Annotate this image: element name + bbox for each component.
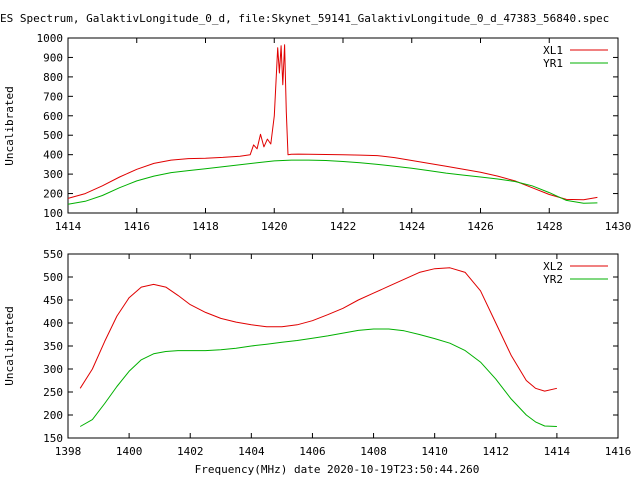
chart-panel-1: 1414 1416 1418 1420 1422 1424 1426 1428 1430 100 2… (3, 32, 631, 233)
legend-label-xl1: XL1 (543, 44, 563, 57)
series-line-yr1 (67, 159, 598, 205)
x-tick-label: 1426 (467, 220, 494, 233)
x-tick-label: 1408 (360, 445, 387, 458)
x-axis-label: Frequency(MHz) date 2020-10-19T23:50:44.… (195, 463, 480, 476)
y-tick-label: 600 (43, 110, 63, 123)
chart-panels: 1414 1416 1418 1420 1422 1424 1426 1428 1430 100 2… (3, 32, 631, 458)
series-line-yr2 (79, 328, 557, 427)
legend-label-yr1: YR1 (543, 57, 563, 70)
x-tick-label: 1404 (238, 445, 265, 458)
y-tick-label: 500 (43, 129, 63, 142)
y-tick-label: 350 (43, 340, 63, 353)
chart-panel-2: 1398 1400 1402 1404 1406 1408 1410 1412 1414 1416… (3, 248, 631, 458)
y-tick-label: 500 (43, 271, 63, 284)
x-tick-label: 1400 (116, 445, 143, 458)
x-tick-label: 1410 (421, 445, 448, 458)
y-axis-label: Uncalibrated (3, 306, 16, 385)
y-tick-label: 200 (43, 409, 63, 422)
y-tick-label: 400 (43, 317, 63, 330)
x-tick-label: 1398 (55, 445, 82, 458)
series-line-xl1 (67, 44, 598, 201)
y-tick-label: 900 (43, 51, 63, 64)
y-tick-label: 100 (43, 207, 63, 220)
x-tick-label: 1406 (299, 445, 326, 458)
x-tick-label: 1424 (399, 220, 426, 233)
x-tick-label: 1414 (544, 445, 571, 458)
x-tick-label: 1412 (483, 445, 510, 458)
y-tick-label: 700 (43, 90, 63, 103)
x-tick-label: 1416 (605, 445, 632, 458)
x-tick-label: 1428 (536, 220, 563, 233)
y-tick-label: 400 (43, 149, 63, 162)
x-tick-label: 1418 (192, 220, 219, 233)
x-tick-label: 1402 (177, 445, 204, 458)
x-tick-label: 1430 (605, 220, 632, 233)
y-tick-label: 200 (43, 188, 63, 201)
figure-title: ES Spectrum, GalaktivLongitude_0_d, file… (0, 12, 609, 25)
series-line-xl2 (79, 267, 558, 392)
legend-label-xl2: XL2 (543, 260, 563, 273)
y-tick-label: 250 (43, 386, 63, 399)
y-tick-label: 550 (43, 248, 63, 261)
x-tick-label: 1416 (124, 220, 151, 233)
y-tick-label: 150 (43, 432, 63, 445)
y-tick-label: 300 (43, 363, 63, 376)
y-axis-label: Uncalibrated (3, 86, 16, 165)
plot-frame (67, 253, 619, 439)
y-tick-label: 450 (43, 294, 63, 307)
x-tick-label: 1422 (330, 220, 357, 233)
x-tick-label: 1420 (261, 220, 288, 233)
x-tick-label: 1414 (55, 220, 82, 233)
y-tick-label: 1000 (37, 32, 64, 45)
y-tick-label: 300 (43, 168, 63, 181)
y-tick-label: 800 (43, 71, 63, 84)
legend-label-yr2: YR2 (543, 273, 563, 286)
